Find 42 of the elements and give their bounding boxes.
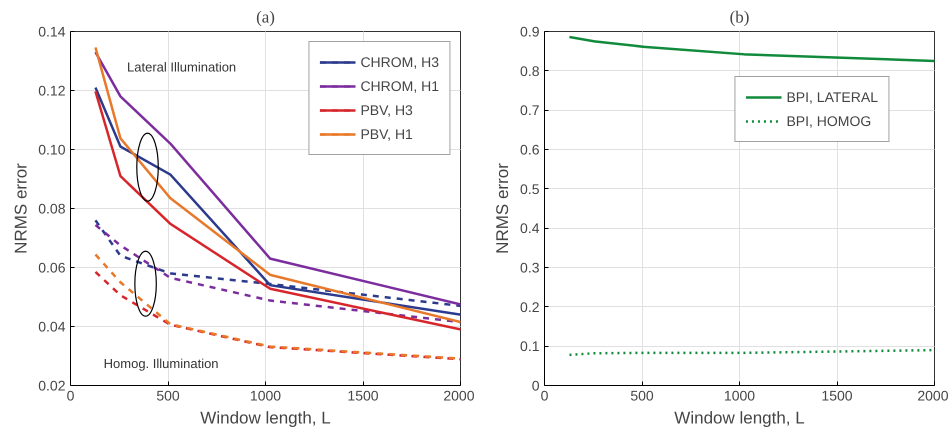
y-tick-label: 0.08 xyxy=(38,200,66,216)
y-tick-label: 0.14 xyxy=(38,24,66,40)
x-tick-label: 1500 xyxy=(821,388,853,404)
y-tick-label: 0.1 xyxy=(520,338,540,354)
x-tick-label: 1000 xyxy=(250,388,282,404)
y-tick-label: 0.4 xyxy=(520,220,540,236)
legend-label: BPI, LATERAL xyxy=(786,89,878,105)
x-tick-label: 500 xyxy=(630,388,654,404)
y-tick-label: 0.2 xyxy=(520,298,540,315)
y-tick-label: 0.7 xyxy=(520,102,540,118)
y-tick-label: 0.8 xyxy=(520,62,540,79)
x-tick-label: 1000 xyxy=(724,388,756,404)
y-tick-label: 0.10 xyxy=(38,142,66,158)
y-tick-label: 0.9 xyxy=(520,24,540,40)
y-tick-label: 0.12 xyxy=(38,82,66,98)
x-axis-title: Window length, L xyxy=(674,408,805,428)
y-tick-label: 0.02 xyxy=(38,378,66,394)
line-series xyxy=(568,36,934,62)
legend-label: CHROM, H3 xyxy=(360,54,439,70)
x-tick-label: 2000 xyxy=(917,388,948,404)
y-axis-title: NRMS error xyxy=(11,162,30,254)
x-tick-label: 1500 xyxy=(347,388,379,404)
legend-label: BPI, HOMOG xyxy=(786,113,872,129)
y-tick-label: 0.06 xyxy=(38,260,66,276)
y-tick-label: 0.5 xyxy=(520,180,540,197)
annotation: Homog. Illumination xyxy=(104,356,219,371)
line-series xyxy=(94,224,460,324)
y-tick-label: 0.6 xyxy=(520,142,540,158)
y-tick-label: 0.3 xyxy=(520,260,540,276)
chart-title: (b) xyxy=(730,8,750,26)
x-tick-label: 2000 xyxy=(443,388,475,404)
annotation: Lateral Illumination xyxy=(127,59,236,74)
y-tick-label: 0.04 xyxy=(38,318,66,334)
legend-label: PBV, H3 xyxy=(360,102,413,118)
y-axis-title: NRMS error xyxy=(493,162,512,254)
x-tick-label: 500 xyxy=(156,388,180,404)
y-tick-label: 0 xyxy=(532,378,540,394)
x-axis-title: Window length, L xyxy=(200,408,331,428)
line-series xyxy=(94,270,460,360)
legend-label: PBV, H1 xyxy=(360,126,413,142)
chart-title: (a) xyxy=(256,8,275,26)
legend-label: CHROM, H1 xyxy=(360,78,439,94)
